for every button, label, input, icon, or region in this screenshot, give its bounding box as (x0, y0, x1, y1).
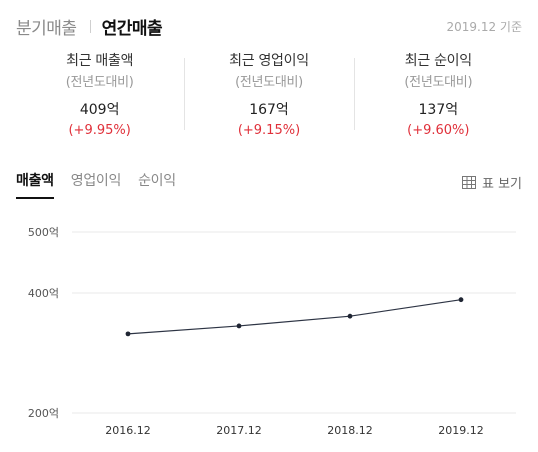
metric-value: 137억 (418, 102, 459, 118)
table-view-button[interactable]: 표 보기 (461, 173, 522, 192)
data-point (236, 323, 242, 329)
tab-net-income[interactable]: 순이익 (138, 173, 176, 189)
data-point (347, 313, 353, 319)
table-grid-icon (461, 176, 476, 189)
data-point (125, 331, 131, 337)
metric-change: (+9.60%) (407, 123, 470, 138)
metric-title: 최근 순이익 (404, 53, 472, 69)
metric-subtitle: (전년도대비) (65, 75, 134, 90)
metric-subtitle: (전년도대비) (404, 75, 473, 90)
x-tick-label: 2018.12 (327, 424, 373, 437)
table-view-label: 표 보기 (481, 177, 522, 192)
y-tick-label: 400억 (28, 287, 59, 300)
y-tick-label: 500억 (28, 226, 59, 239)
summary-panel: 최근 매출액 (전년도대비) 409억 (+9.95%) 최근 영업이익 (전년… (15, 52, 523, 138)
x-tick-label: 2016.12 (105, 424, 151, 437)
y-tick-label: 200억 (28, 407, 59, 420)
metric-change: (+9.95%) (68, 123, 131, 138)
metric-value: 409억 (79, 102, 120, 118)
metric-value: 167억 (249, 102, 289, 118)
data-point (458, 297, 464, 303)
series-line (127, 299, 462, 335)
tab-operating-profit[interactable]: 영업이익 (70, 173, 122, 189)
x-tick-label: 2019.12 (438, 424, 484, 437)
summary-operating-profit: 최근 영업이익 (전년도대비) 167억 (+9.15%) (184, 52, 353, 138)
metric-tabs: 매출액 영업이익 순이익 (16, 170, 193, 199)
sales-line-chart: 500억 400억 200억 2016.12 2017.12 2018.12 2019.12 (28, 226, 516, 437)
metric-subtitle: (전년도대비) (235, 75, 303, 90)
metric-change: (+9.15%) (237, 123, 301, 138)
metric-title: 최근 매출액 (66, 53, 134, 69)
x-tick-label: 2017.12 (216, 424, 262, 437)
summary-net-income: 최근 순이익 (전년도대비) 137억 (+9.60%) (353, 52, 523, 138)
metric-title: 최근 영업이익 (229, 53, 309, 69)
period-tabs: 분기매출 연간매출 (16, 14, 163, 39)
base-date: 2019.12 기준 (446, 20, 522, 34)
tab-quarterly-sales[interactable]: 분기매출 (16, 18, 77, 39)
tab-sales[interactable]: 매출액 (16, 170, 54, 199)
tab-divider (89, 19, 91, 33)
summary-sales: 최근 매출액 (전년도대비) 409억 (+9.95%) (15, 52, 184, 138)
tab-annual-sales[interactable]: 연간매출 (101, 18, 163, 39)
